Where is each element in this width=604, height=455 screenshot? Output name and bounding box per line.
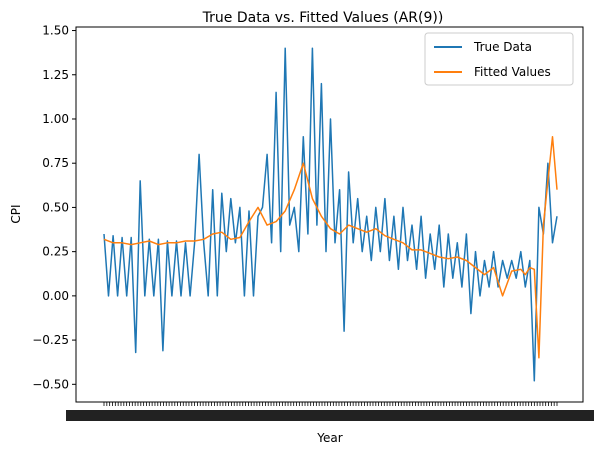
x-axis-label: Year [316, 431, 342, 445]
y-tick-label: 1.25 [42, 68, 69, 82]
y-ticks: −0.50 −0.25 0.00 0.25 0.50 0.75 1.00 1.25 1.50 [32, 24, 76, 391]
y-tick-label: 0.75 [42, 156, 69, 170]
y-axis-label: CPI [9, 204, 23, 223]
plot-frame [75, 26, 584, 403]
y-tick-label: −0.25 [32, 333, 69, 347]
y-tick-label: 0.00 [42, 289, 69, 303]
y-tick-label: 1.00 [42, 112, 69, 126]
plot-lines [103, 47, 558, 382]
series-line-1 [103, 135, 558, 359]
x-ticks [66, 402, 594, 421]
y-tick-label: 0.50 [42, 200, 69, 214]
y-tick-label: 1.50 [42, 24, 69, 38]
legend-label-fitted-values: Fitted Values [474, 65, 551, 79]
legend-label-true-data: True Data [473, 40, 532, 54]
legend: True Data Fitted Values [424, 32, 574, 86]
y-tick-label: 0.25 [42, 245, 69, 259]
chart-title: True Data vs. Fitted Values (AR(9)) [202, 10, 444, 26]
series-line-0 [103, 47, 558, 382]
x-tick-labels-overlap [66, 410, 594, 421]
y-tick-label: −0.50 [32, 377, 69, 391]
